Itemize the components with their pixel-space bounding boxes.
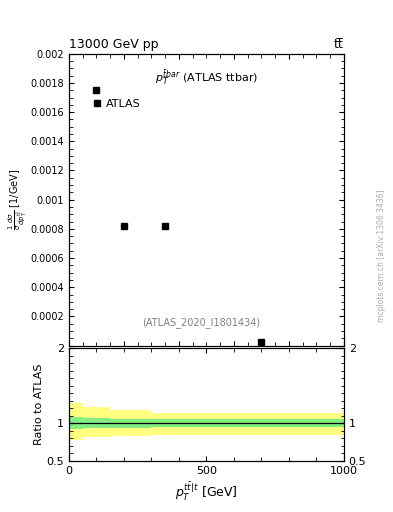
ATLAS xyxy=(94,87,99,93)
Line: ATLAS: ATLAS xyxy=(93,87,265,346)
Text: (ATLAS_2020_I1801434): (ATLAS_2020_I1801434) xyxy=(142,317,260,328)
Y-axis label: $\frac{1}{\sigma}\frac{d\sigma}{dp_T^{t\bar{t}}}\ \mathrm{[1/GeV]}$: $\frac{1}{\sigma}\frac{d\sigma}{dp_T^{t\… xyxy=(6,169,29,230)
ATLAS xyxy=(121,223,126,229)
X-axis label: $p^{t\bar{t}|t}_{T}\ \mathrm{[GeV]}$: $p^{t\bar{t}|t}_{T}\ \mathrm{[GeV]}$ xyxy=(175,481,238,503)
ATLAS xyxy=(259,339,264,345)
ATLAS xyxy=(163,223,167,229)
Text: mcplots.cern.ch [arXiv:1306.3436]: mcplots.cern.ch [arXiv:1306.3436] xyxy=(377,189,386,323)
Y-axis label: Ratio to ATLAS: Ratio to ATLAS xyxy=(33,364,44,445)
Legend: ATLAS: ATLAS xyxy=(88,94,145,113)
Text: $p_T^{\bar{t}bar}$ (ATLAS ttbar): $p_T^{\bar{t}bar}$ (ATLAS ttbar) xyxy=(155,68,258,87)
Text: 13000 GeV pp: 13000 GeV pp xyxy=(69,38,158,51)
Text: tt̅: tt̅ xyxy=(334,38,344,51)
